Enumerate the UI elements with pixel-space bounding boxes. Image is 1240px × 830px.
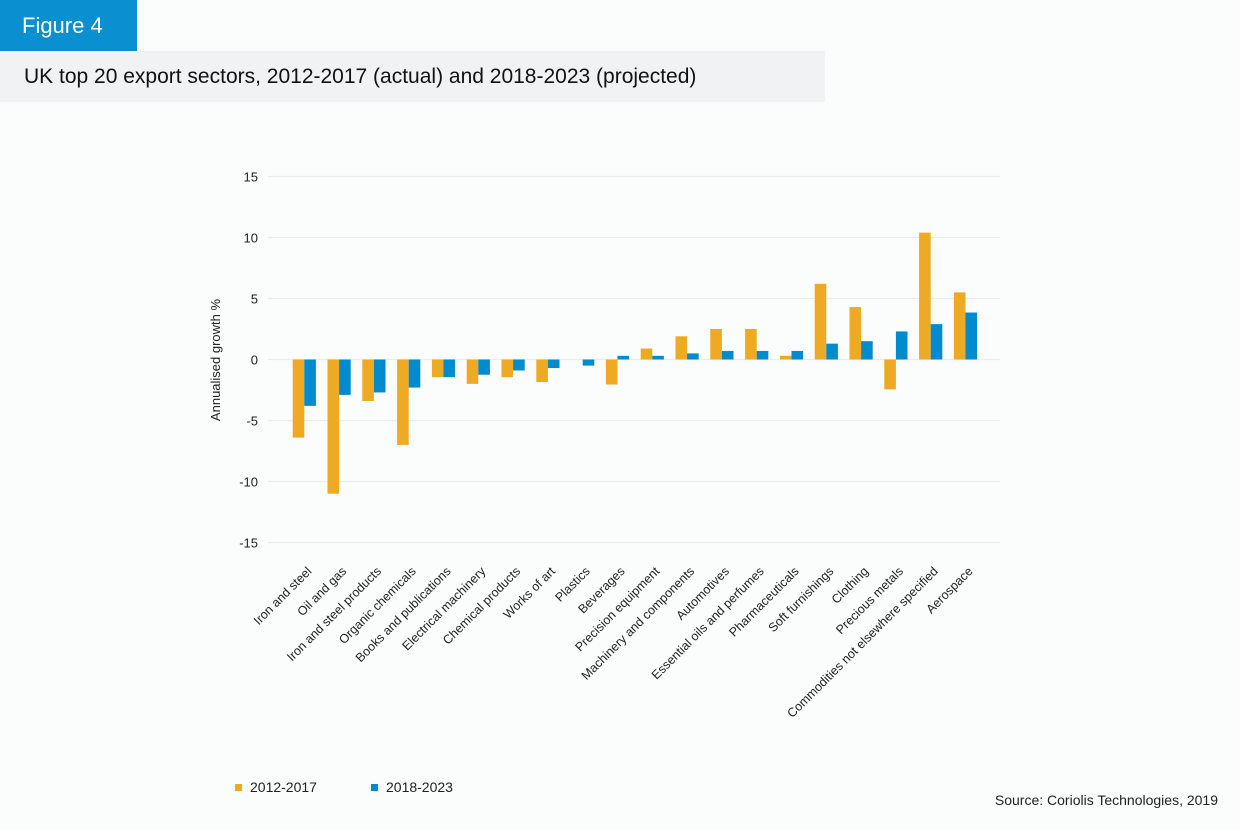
bar-2012-2017	[710, 329, 722, 360]
x-tick-label: Soft furnishings	[766, 564, 837, 635]
bar-2012-2017	[745, 329, 757, 360]
figure-label: Figure 4	[0, 0, 137, 51]
bar-2018-2023	[408, 359, 421, 388]
bar-2012-2017	[536, 359, 548, 383]
bar-2018-2023	[861, 341, 873, 360]
bar-2012-2017	[431, 359, 444, 378]
bar-2012-2017	[397, 359, 409, 445]
bar-2018-2023	[721, 350, 734, 360]
bar-2012-2017	[849, 307, 862, 360]
bar-2012-2017	[605, 359, 618, 385]
bar-2012-2017	[292, 359, 305, 438]
bar-2012-2017	[362, 359, 374, 401]
bar-2018-2023	[617, 355, 630, 360]
y-tick-label: -5	[246, 414, 258, 429]
bar-2018-2023	[373, 359, 386, 393]
bar-2018-2023	[930, 324, 943, 360]
legend-swatch-2018-2023	[371, 783, 378, 791]
gridlines	[268, 175, 1000, 544]
bars	[292, 232, 978, 494]
bar-2012-2017	[779, 355, 792, 360]
bar-2018-2023	[895, 331, 908, 360]
legend-label-2012-2017: 2012-2017	[250, 779, 317, 795]
bar-2018-2023	[513, 359, 525, 371]
bar-2012-2017	[919, 232, 931, 360]
bar-2018-2023	[443, 359, 456, 378]
bar-2018-2023	[965, 312, 978, 360]
legend-label-2018-2023: 2018-2023	[386, 779, 453, 795]
bar-2018-2023	[547, 359, 560, 369]
bar-2012-2017	[953, 292, 966, 360]
bar-2012-2017	[501, 359, 514, 378]
bar-2018-2023	[582, 359, 595, 366]
bar-2018-2023	[339, 359, 351, 395]
bar-2012-2017	[814, 283, 827, 360]
bar-2012-2017	[675, 336, 688, 360]
bar-2018-2023	[304, 359, 316, 406]
y-tick-label: 0	[251, 353, 258, 368]
y-tick-label: 10	[244, 231, 258, 246]
bar-2018-2023	[652, 355, 664, 360]
bar-2012-2017	[466, 359, 479, 384]
bar-2012-2017	[640, 348, 653, 360]
y-axis-label: Annualised growth %	[208, 299, 223, 422]
bar-2012-2017	[327, 359, 340, 494]
bar-2018-2023	[826, 343, 838, 360]
chart-title: UK top 20 export sectors, 2012-2017 (act…	[24, 64, 697, 88]
y-tick-label: -10	[239, 475, 258, 490]
bar-2018-2023	[478, 359, 490, 375]
chart-title-bar: UK top 20 export sectors, 2012-2017 (act…	[0, 51, 825, 102]
source-note: Source: Coriolis Technologies, 2019	[994, 792, 1218, 808]
bar-2012-2017	[884, 359, 896, 390]
legend-swatch-2012-2017	[235, 783, 242, 791]
legend-item-2012-2017: 2012-2017	[235, 779, 317, 795]
bar-2018-2023	[756, 350, 769, 360]
bar-2018-2023	[791, 350, 804, 360]
y-tick-label: -15	[239, 536, 258, 551]
y-axis-ticks: 15 10 5 0 -5 -10 -15	[239, 170, 258, 551]
y-tick-label: 15	[244, 170, 258, 185]
bar-2018-2023	[687, 353, 699, 360]
y-tick-label: 5	[251, 292, 258, 307]
legend-item-2018-2023: 2018-2023	[371, 779, 453, 795]
